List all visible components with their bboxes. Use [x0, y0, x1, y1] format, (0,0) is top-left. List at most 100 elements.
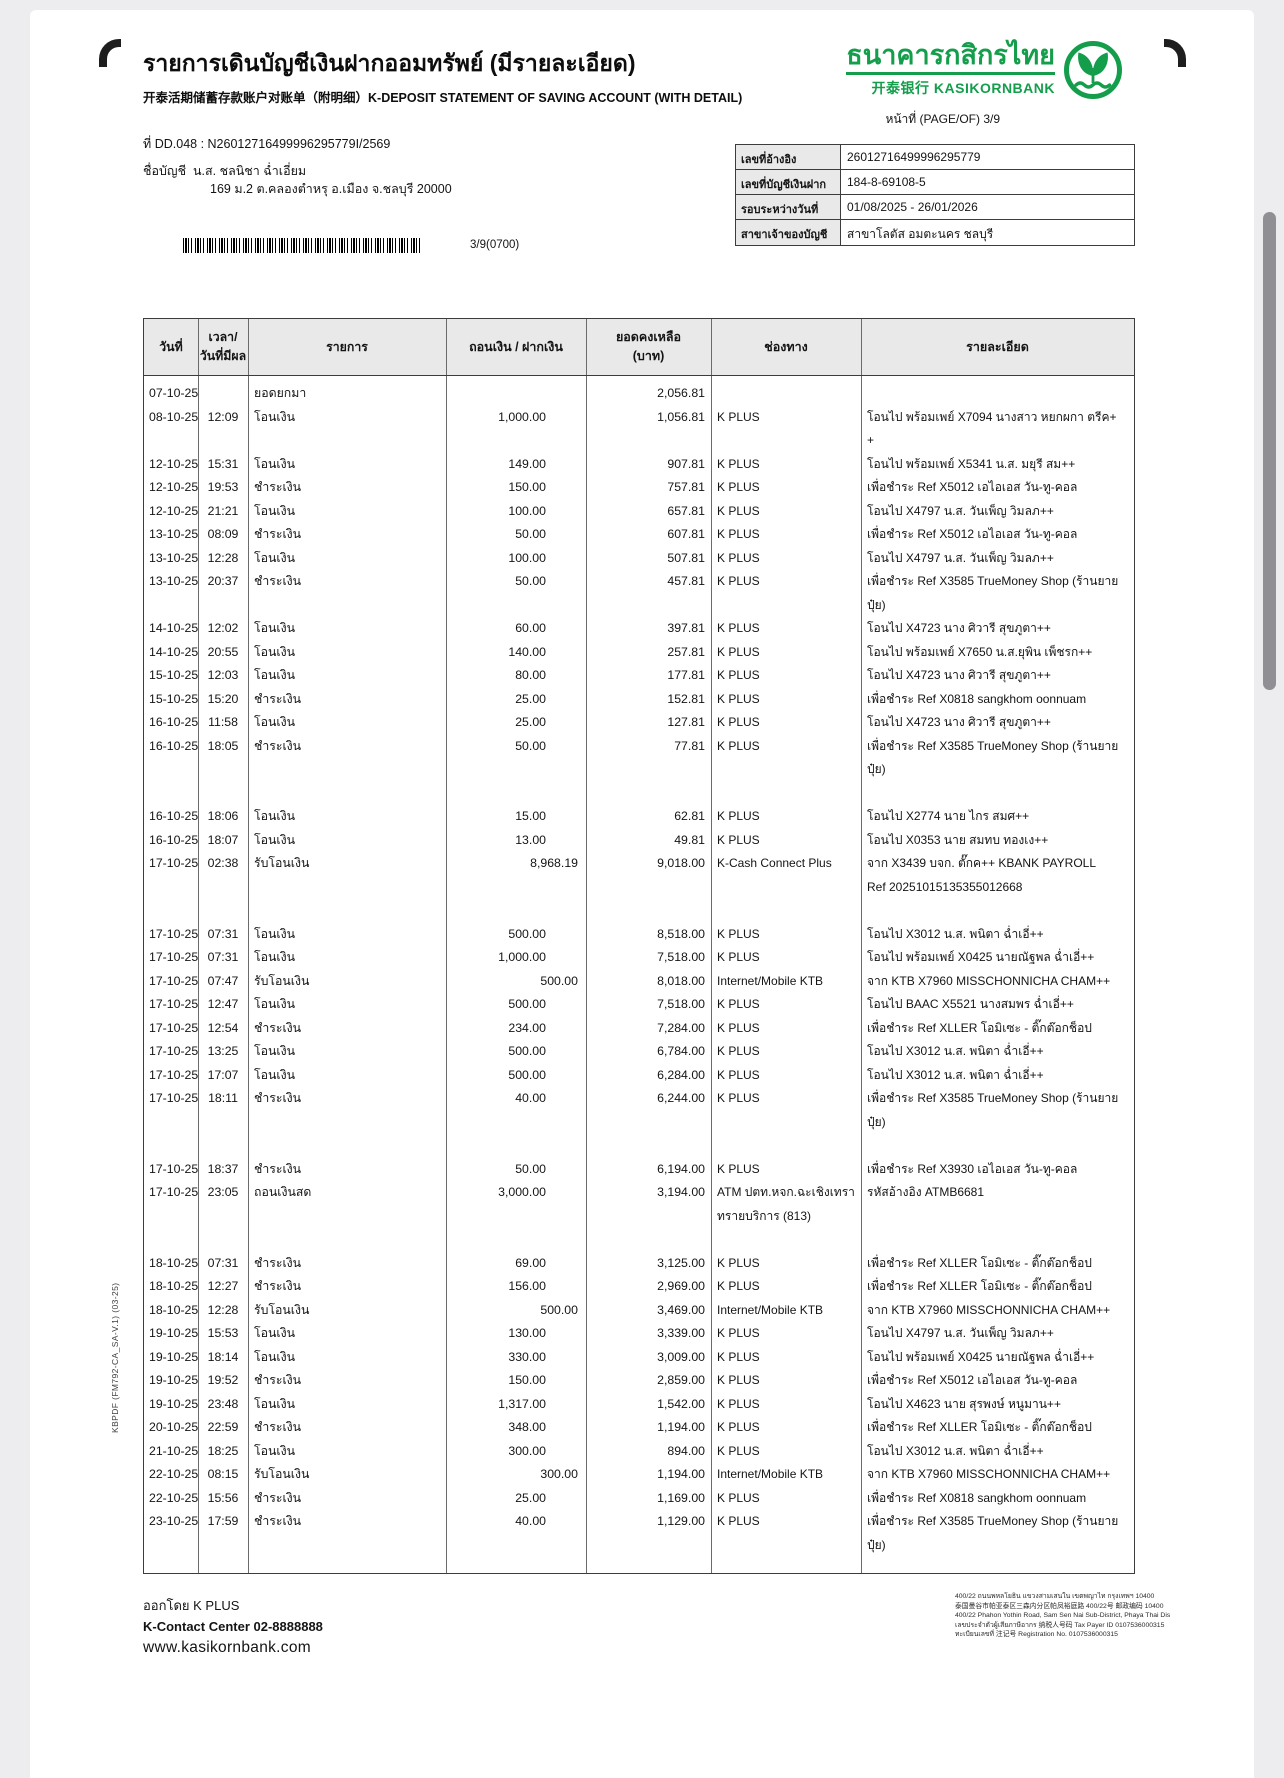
cell-time: 22:59: [207, 1420, 239, 1434]
page-number-label: หน้าที่ (PAGE/OF) 3/9: [885, 112, 1000, 126]
cell-date: 18-10-25: [149, 1279, 199, 1293]
cell-amount: 234.00: [508, 1020, 546, 1035]
table-row: 17-10-25 17:07 โอนเงิน 500.00 6,284.00 K PLUS…: [144, 1064, 1134, 1088]
cell-description: โอนเงิน: [254, 1067, 296, 1082]
cell-amount: 40.00: [515, 1091, 546, 1105]
cell-details: เพื่อชำระ Ref XLLER โอมิเซะ - ติ๊กต๊อกช็…: [867, 1255, 1092, 1270]
cell-time: 12:02: [207, 621, 239, 635]
cell-balance: 77.81: [674, 738, 705, 753]
table-row: 23-10-25 17:59 ชำระเงิน 40.00 1,129.00 K PLUS…: [144, 1510, 1134, 1557]
cell-details: เพื่อชำระ Ref XLLER โอมิเซะ - ติ๊กต๊อกช็…: [867, 1020, 1092, 1035]
cell-balance: 6,784.00: [657, 1044, 705, 1058]
col-header-details: รายละเอียด: [966, 339, 1029, 354]
cell-balance: 757.81: [667, 480, 705, 494]
cell-balance: 62.81: [674, 809, 705, 823]
cell-balance: 1,194.00: [657, 1467, 705, 1481]
cell-balance: 1,129.00: [657, 1514, 705, 1528]
cell-amount: 149.00: [508, 456, 546, 471]
col-header-balance-line1: ยอดคงเหลือ: [615, 330, 682, 344]
cell-time: 08:15: [207, 1467, 239, 1481]
cell-balance: 3,125.00: [657, 1255, 705, 1270]
cell-description: ถอนเงินสด: [254, 1185, 312, 1199]
col-header-time-line2: วันที่มีผล: [199, 349, 247, 363]
cell-amount: 1,317.00: [498, 1396, 546, 1411]
table-row: 12-10-25 21:21 โอนเงิน 100.00 657.81 K PLUS โอ…: [144, 500, 1134, 524]
cell-channel: K PLUS: [717, 1279, 760, 1293]
cell-description: โอนเงิน: [254, 550, 296, 565]
cell-channel: K PLUS: [717, 456, 760, 471]
table-row: 13-10-25 20:37 ชำระเงิน 50.00 457.81 K PLUS เพ…: [144, 570, 1134, 617]
table-row: 19-10-25 19:52 ชำระเงิน 150.00 2,859.00 K PLU…: [144, 1369, 1134, 1393]
table-row: 19-10-25 23:48 โอนเงิน 1,317.00 1,542.00 K PL…: [144, 1393, 1134, 1417]
cell-time: 12:27: [207, 1279, 239, 1293]
cell-amount: 13.00: [515, 832, 546, 847]
cell-balance: 6,284.00: [657, 1067, 705, 1082]
cell-date: 17-10-25: [149, 997, 199, 1011]
cell-description: โอนเงิน: [254, 926, 296, 941]
cell-channel: K PLUS: [717, 809, 760, 823]
cell-details: เพื่อชำระ Ref X0818 sangkhom oonnuam: [867, 691, 1087, 706]
cell-amount: 330.00: [508, 1349, 546, 1364]
cell-details: จาก KTB X7960 MISSCHONNICHA CHAM++: [867, 1302, 1111, 1317]
table-row: 19-10-25 15:53 โอนเงิน 130.00 3,339.00 K PLUS…: [144, 1322, 1134, 1346]
cell-amount: 3,000.00: [498, 1185, 546, 1199]
cell-date: 17-10-25: [149, 856, 199, 870]
cell-balance: 3,339.00: [657, 1326, 705, 1340]
cell-balance: 177.81: [667, 668, 705, 682]
cell-channel: Internet/Mobile KTB: [717, 1467, 824, 1481]
cell-date: 13-10-25: [149, 527, 199, 541]
col-header-balance: ยอดคงเหลือ (บาท): [586, 319, 711, 375]
cell-details: เพื่อชำระ Ref X5012 เอไอเอส วัน-ทู-คอล: [867, 480, 1078, 494]
table-row: 22-10-25 08:15 รับโอนเงิน 300.00 1,194.00 Int…: [144, 1463, 1134, 1487]
cell-description: ชำระเงิน: [254, 1279, 302, 1293]
cell-balance: 3,009.00: [657, 1349, 705, 1364]
account-name: น.ส. ชลนิชา ฉ่ำเอี่ยม: [193, 164, 307, 178]
cell-channel: K PLUS: [717, 715, 760, 729]
cell-date: 22-10-25: [149, 1490, 199, 1505]
cell-description: ชำระเงิน: [254, 574, 302, 588]
statement-page: รายการเดินบัญชีเงินฝากออมทรัพย์ (มีรายละ…: [30, 10, 1254, 1778]
cell-description: โอนเงิน: [254, 1349, 296, 1364]
cell-date: 17-10-25: [149, 1091, 199, 1105]
cell-date: 17-10-25: [149, 950, 199, 964]
col-header-date: วันที่: [159, 339, 183, 354]
cell-details: จาก KTB X7960 MISSCHONNICHA CHAM++: [867, 1467, 1111, 1481]
cell-date: 13-10-25: [149, 550, 199, 565]
info-value-period: 01/08/2025 - 26/01/2026: [847, 200, 978, 214]
cell-channel: K PLUS: [717, 1490, 760, 1505]
cell-amount: [446, 382, 586, 406]
cell-time: 07:47: [207, 973, 239, 988]
cell-details: โอนไป X4723 นาง ศิวารี สุขภูตา++: [867, 621, 1051, 635]
cell-balance: 657.81: [667, 503, 705, 518]
cell-balance: 49.81: [674, 832, 705, 847]
cell-channel: ATM ปตท.หจก.ฉะเชิงเทรา ทรายบริการ (813): [717, 1185, 855, 1223]
scan-corner-top-left: [99, 39, 121, 67]
table-row: 08-10-25 12:09 โอนเงิน 1,000.00 1,056.81 K PL…: [144, 406, 1134, 453]
table-row: 13-10-25 08:09 ชำระเงิน 50.00 607.81 K PLUS เพ…: [144, 523, 1134, 547]
cell-description: ชำระเงิน: [254, 738, 302, 753]
cell-description: โอนเงิน: [254, 644, 296, 659]
cell-channel: Internet/Mobile KTB: [717, 1302, 824, 1317]
cell-channel: K PLUS: [717, 621, 760, 635]
cell-amount: 100.00: [508, 550, 546, 565]
cell-amount: 130.00: [508, 1326, 546, 1340]
website-text: www.kasikornbank.com: [143, 1639, 311, 1656]
col-header-time-line1: เวลา/: [208, 330, 238, 344]
cell-details: รหัสอ้างอิง ATMB6681: [867, 1185, 985, 1199]
statement-body: 07-10-25 ยอดยกมา 2,056.81 08-10-25 12:09 โ…: [144, 376, 1134, 1573]
cell-balance: 7,518.00: [657, 997, 705, 1011]
cell-date: 19-10-25: [149, 1326, 199, 1340]
table-row: 17-10-25 07:31 โอนเงิน 1,000.00 7,518.00 K PL…: [144, 946, 1134, 970]
cell-date: 22-10-25: [149, 1467, 199, 1481]
cell-description: ยอดยกมา: [254, 386, 307, 400]
cell-channel: Internet/Mobile KTB: [717, 973, 824, 988]
scrollbar-thumb[interactable]: [1263, 212, 1276, 690]
cell-time: 15:31: [207, 456, 239, 471]
cell-balance: 8,518.00: [657, 926, 705, 941]
cell-balance: 9,018.00: [657, 856, 705, 870]
cell-date: 19-10-25: [149, 1373, 199, 1387]
cell-amount: 50.00: [515, 574, 546, 588]
cell-amount: 500.00: [540, 973, 578, 988]
cell-details: โอนไป พร้อมเพย์ X0425 นายณัฐพล ฉ่ำเอี่++: [867, 1349, 1095, 1364]
cell-amount: 60.00: [515, 621, 546, 635]
